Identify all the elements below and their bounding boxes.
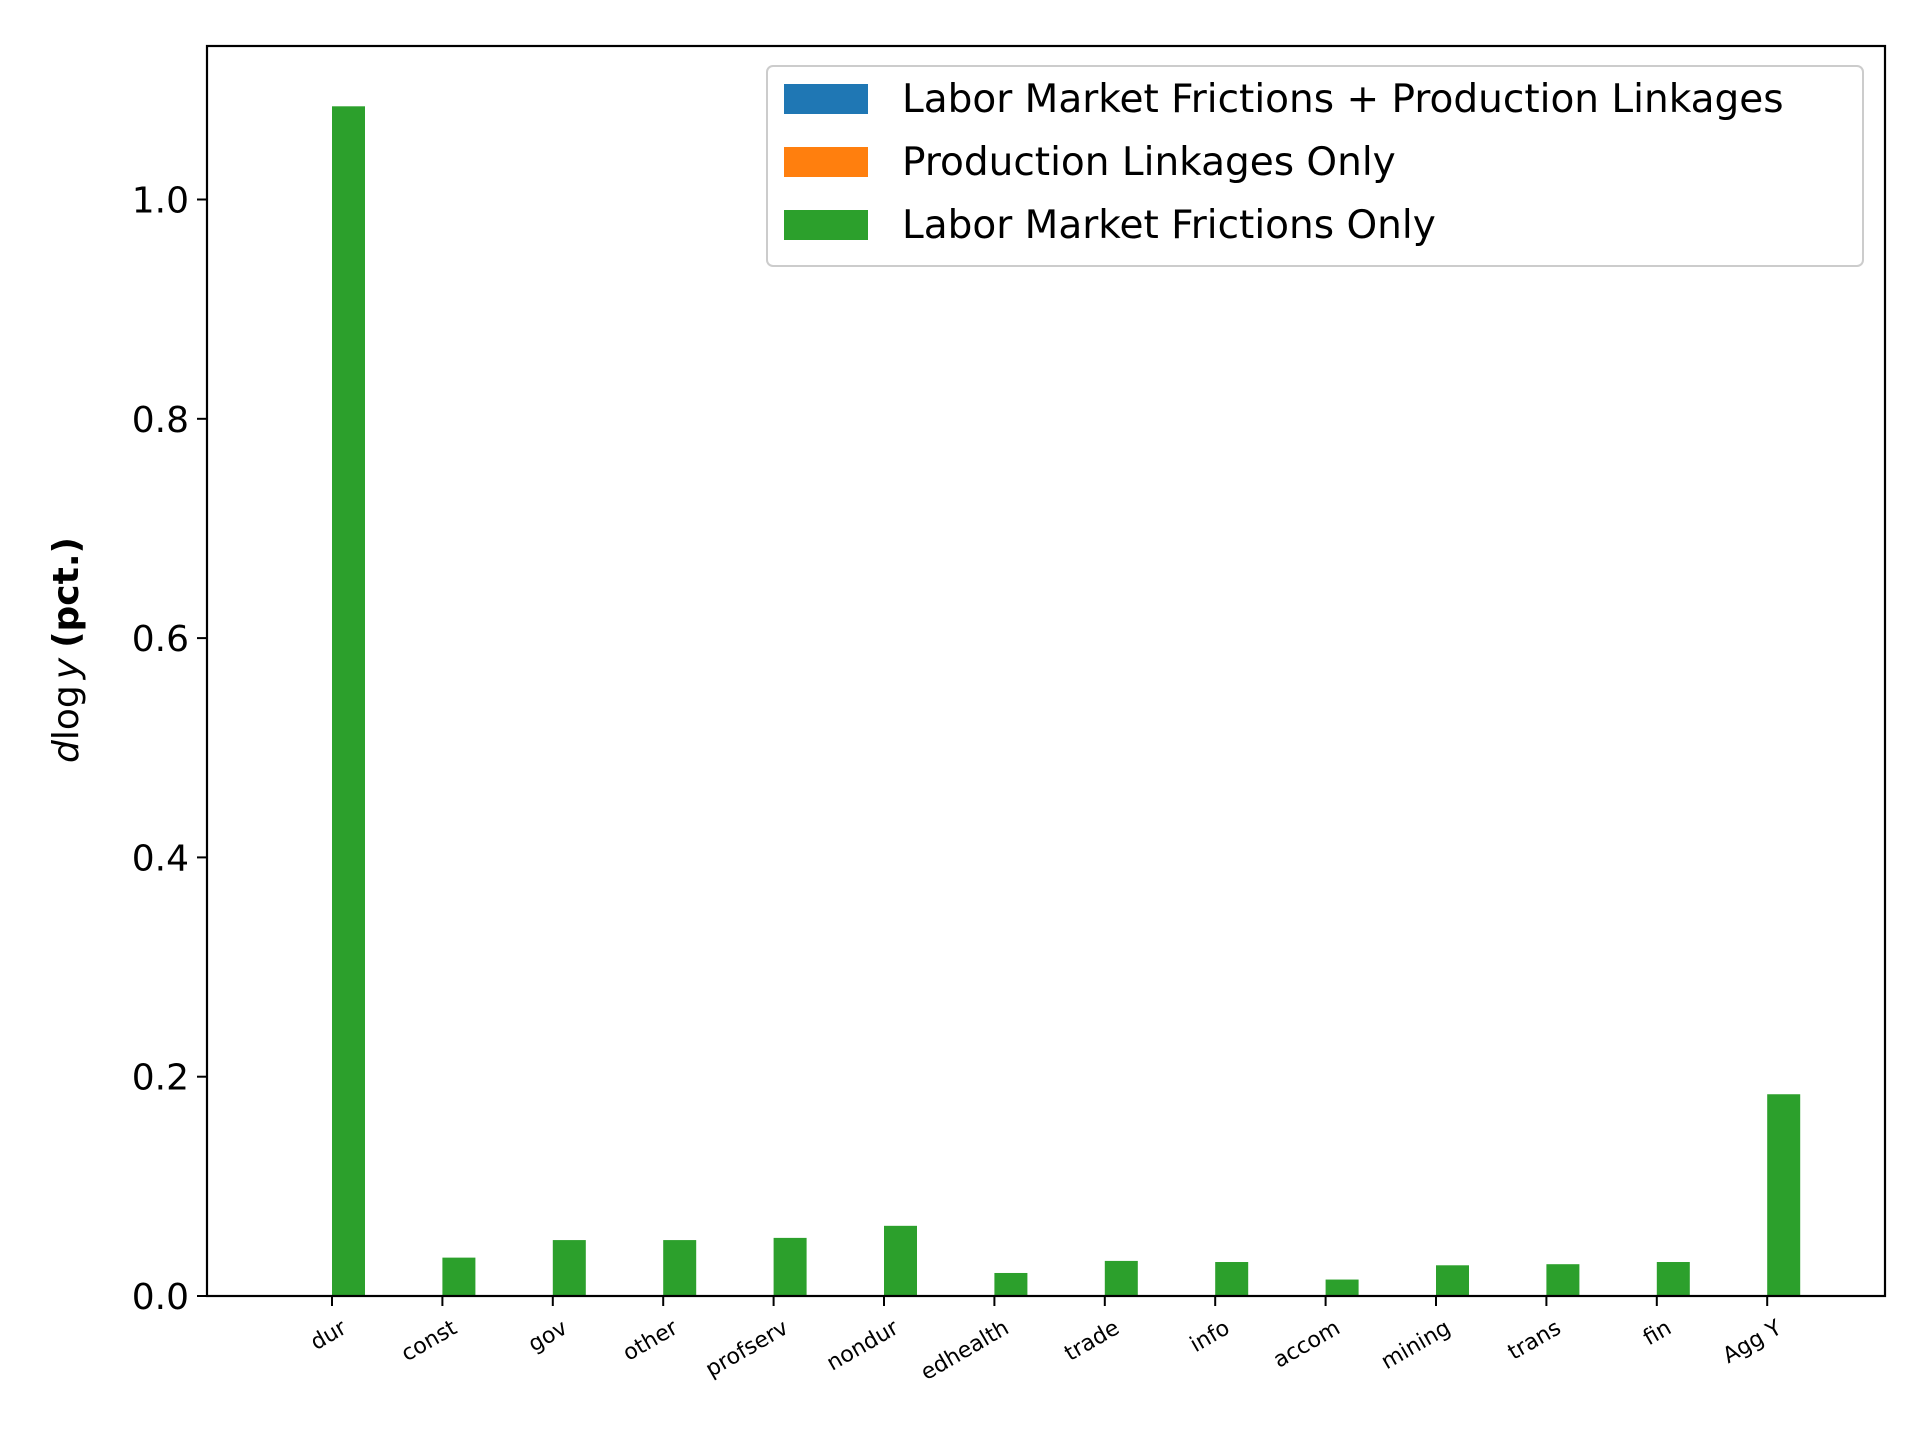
legend-label: Labor Market Frictions + Production Link… — [902, 77, 1784, 122]
x-tick-label: accom — [1269, 1316, 1344, 1374]
plot-frame — [205, 44, 1887, 1298]
x-tick-label: const — [397, 1315, 461, 1367]
x-tick-label: edhealth — [917, 1316, 1014, 1386]
x-tick-label: info — [1186, 1316, 1234, 1358]
x-tick-label: nondur — [823, 1315, 904, 1376]
x-tick-label: gov — [524, 1316, 572, 1358]
legend: Labor Market Frictions + Production Link… — [766, 65, 1864, 267]
x-tick-label: fin — [1639, 1316, 1676, 1352]
y-tick-label: 1.0 — [132, 181, 189, 222]
x-tick-label: mining — [1377, 1316, 1455, 1375]
bar-agg-y-series-3 — [1767, 1094, 1801, 1296]
bar-trans-series-3 — [1546, 1264, 1580, 1296]
bar-fin-series-3 — [1656, 1262, 1690, 1296]
bar-edhealth-series-3 — [994, 1272, 1028, 1296]
legend-swatch — [784, 147, 868, 177]
x-tick-label: trans — [1504, 1316, 1565, 1366]
bar-accom-series-3 — [1325, 1279, 1359, 1296]
legend-label: Labor Market Frictions Only — [902, 203, 1436, 248]
bar-dur-series-3 — [332, 106, 365, 1297]
legend-box — [766, 65, 1864, 267]
y-tick-label: 0.8 — [132, 400, 189, 441]
bar-mining-series-3 — [1436, 1265, 1469, 1296]
bar-gov-series-3 — [552, 1240, 586, 1296]
x-tick-label: dur — [306, 1315, 351, 1356]
y-axis-label: dlogy(pct.) — [46, 537, 87, 763]
y-tick-label: 0.2 — [132, 1058, 189, 1099]
x-tick-label: trade — [1061, 1316, 1124, 1367]
bar-info-series-3 — [1215, 1262, 1249, 1296]
bar-nondur-series-3 — [884, 1225, 917, 1296]
bar-profserv-series-3 — [773, 1237, 807, 1296]
y-tick-label: 0.4 — [132, 838, 189, 879]
y-tick-label: 0.0 — [132, 1277, 189, 1318]
y-tick-label: 0.6 — [132, 619, 189, 660]
bar-const-series-3 — [442, 1257, 476, 1296]
legend-label: Production Linkages Only — [902, 140, 1396, 185]
legend-swatch — [784, 84, 868, 114]
bar-other-series-3 — [663, 1240, 697, 1296]
x-tick-label: other — [619, 1315, 683, 1366]
x-tick-label: profserv — [701, 1316, 792, 1383]
bar-trade-series-3 — [1104, 1260, 1138, 1296]
bars-group — [332, 106, 1801, 1297]
legend-swatch — [784, 210, 868, 240]
x-tick-label: Agg Y — [1719, 1315, 1787, 1369]
